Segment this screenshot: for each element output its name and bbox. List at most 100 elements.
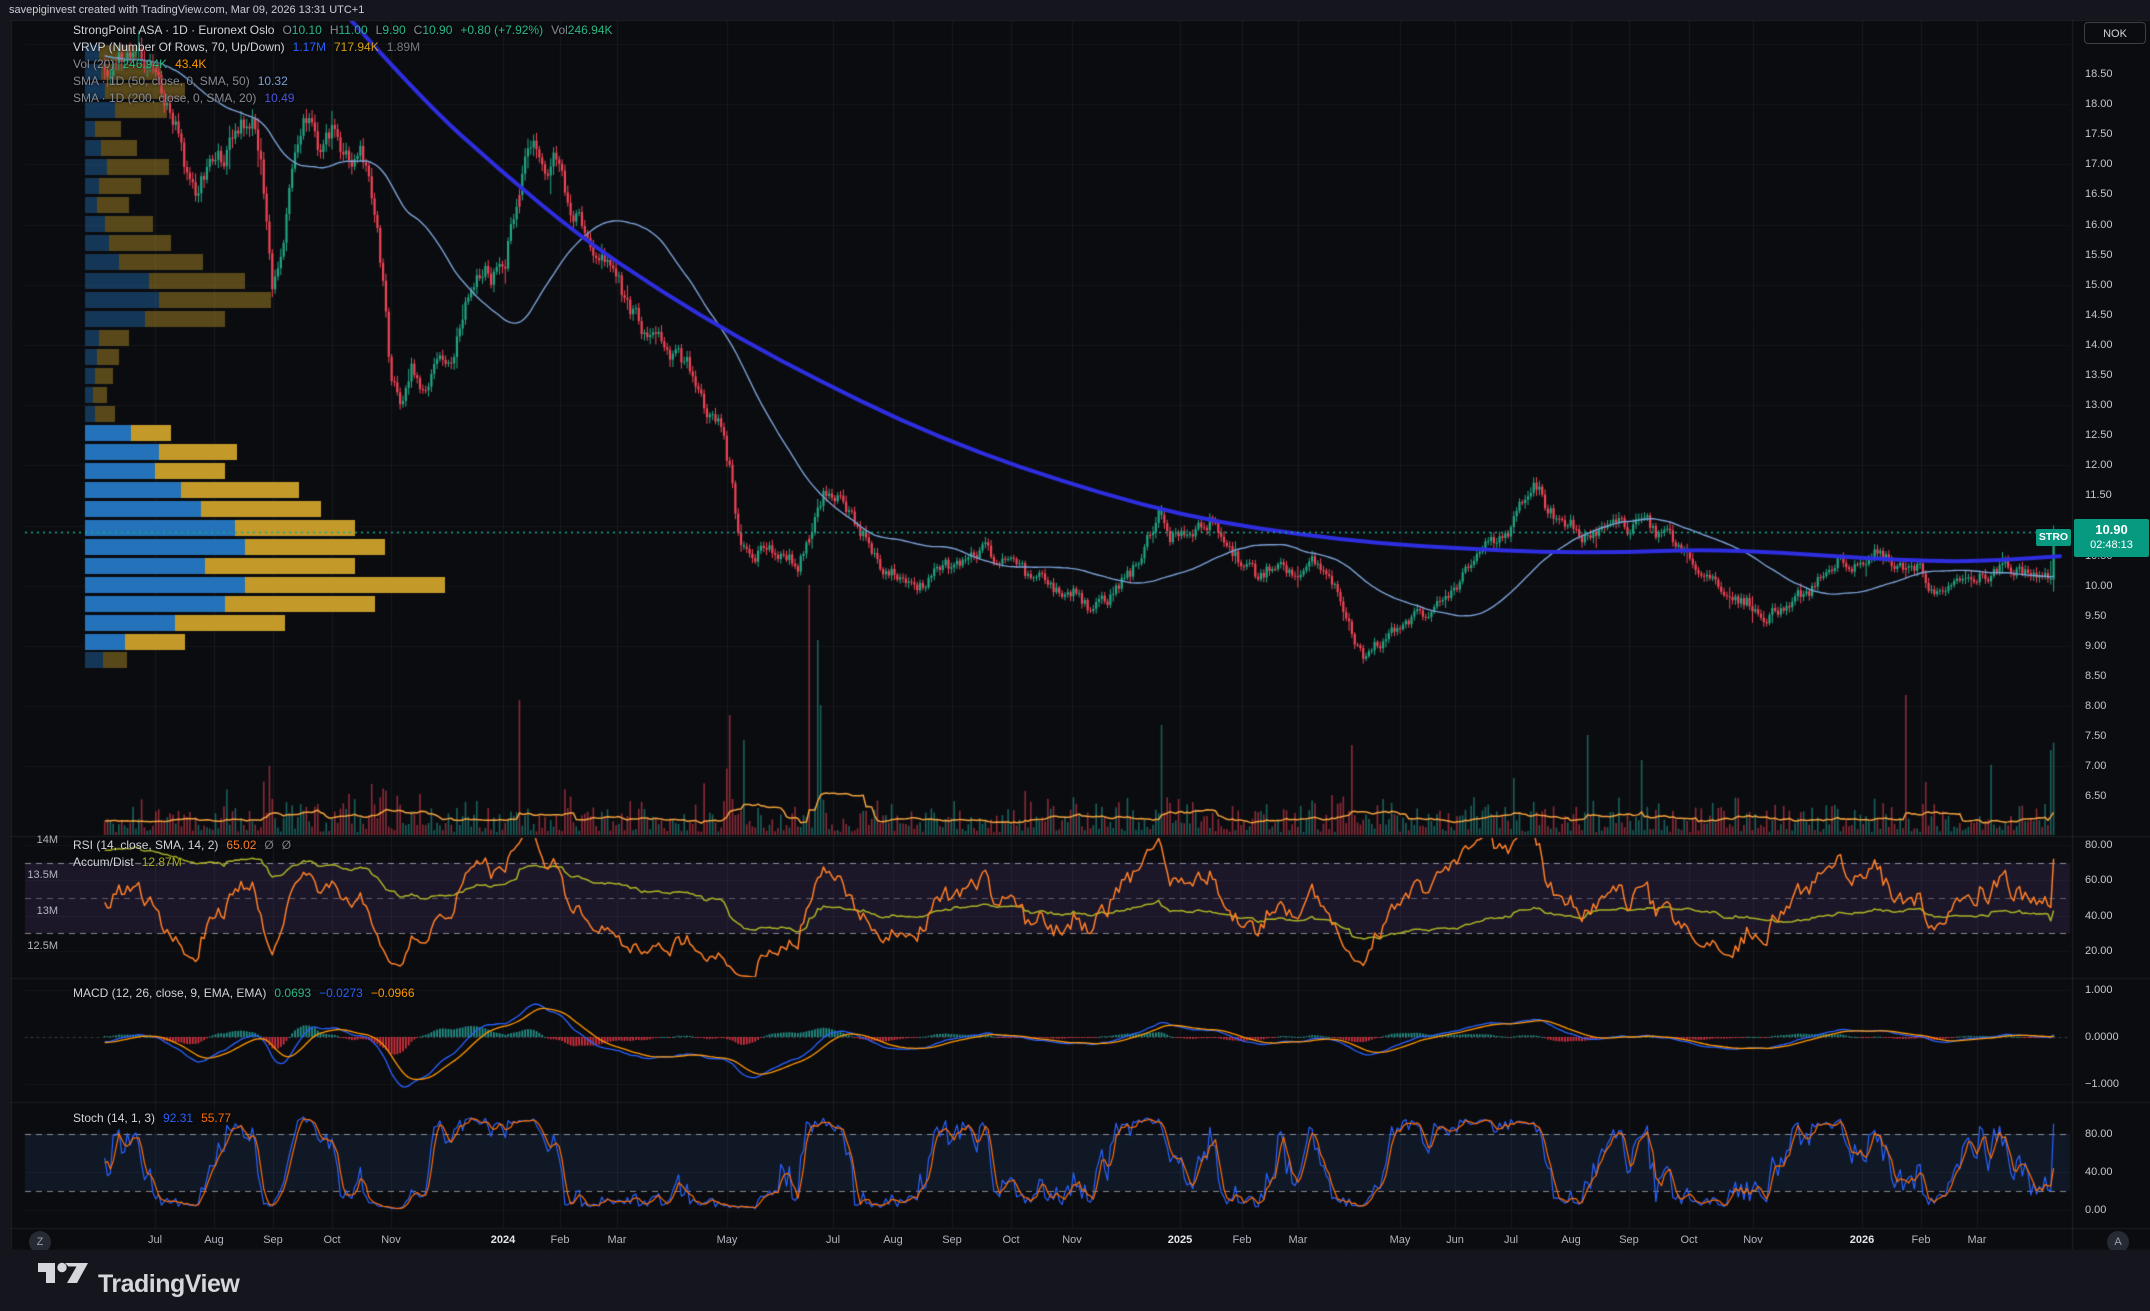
price-axis-label: 6.50 — [2085, 789, 2106, 803]
time-axis-month-label: Oct — [300, 1233, 364, 1247]
sma50-value: 10.32 — [258, 74, 288, 88]
rsi-hidden-band-2: Ø — [282, 838, 291, 852]
accum-dist-axis-label: 14M — [0, 833, 58, 847]
time-axis-month-label: Mar — [585, 1233, 649, 1247]
price-axis-label: 11.50 — [2085, 488, 2112, 502]
vrvp-total-value: 1.89M — [387, 40, 420, 54]
chart-canvas[interactable] — [0, 0, 2150, 1311]
time-axis-month-label: Oct — [979, 1233, 1043, 1247]
ohlc-close: C10.90 — [414, 23, 453, 37]
macd-axis-label: 1.000 — [2085, 983, 2113, 997]
price-axis-label: 15.50 — [2085, 248, 2113, 262]
price-axis-label: 8.50 — [2085, 669, 2106, 683]
price-axis-label: 12.50 — [2085, 428, 2113, 442]
symbol-price-marker: STRO — [2036, 529, 2071, 546]
time-axis-month-label: Oct — [1657, 1233, 1721, 1247]
time-axis-year-label: 2026 — [1830, 1233, 1894, 1247]
macd-signal-value: −0.0966 — [371, 986, 415, 1000]
price-axis-label: 8.00 — [2085, 699, 2106, 713]
price-axis-label: 9.00 — [2085, 639, 2106, 653]
time-axis-month-label: Jul — [801, 1233, 865, 1247]
time-axis-month-label: Aug — [182, 1233, 246, 1247]
attribution-text: savepiginvest created with TradingView.c… — [9, 4, 364, 16]
price-axis-label: 7.00 — [2085, 759, 2106, 773]
time-axis-month-label: Sep — [241, 1233, 305, 1247]
last-price-value: 10.90 — [2074, 522, 2149, 538]
time-axis-month-label: Sep — [920, 1233, 984, 1247]
rsi-axis-label: 20.00 — [2085, 944, 2113, 958]
volume-title: Vol (20) — [73, 57, 114, 71]
time-axis-month-label: Nov — [1040, 1233, 1104, 1247]
volume-legend[interactable]: Vol (20) 246.94K 43.4K — [73, 57, 206, 71]
time-axis-month-label: Nov — [1721, 1233, 1785, 1247]
rsi-legend[interactable]: RSI (14, close, SMA, 14, 2) 65.02 Ø Ø — [73, 838, 291, 852]
vrvp-up-value: 1.17M — [293, 40, 326, 54]
bar-countdown: 02:48:13 — [2074, 538, 2149, 552]
stoch-k-value: 92.31 — [163, 1111, 193, 1125]
price-axis-label: 9.50 — [2085, 609, 2106, 623]
volume-ma: 43.4K — [175, 57, 206, 71]
time-axis-month-label: Feb — [1889, 1233, 1953, 1247]
stoch-axis-label: 80.00 — [2085, 1127, 2113, 1141]
accum-dist-axis-label: 13M — [0, 904, 58, 918]
price-axis-label: 14.00 — [2085, 338, 2113, 352]
rsi-axis-label: 60.00 — [2085, 873, 2113, 887]
macd-axis-label: 0.0000 — [2085, 1030, 2119, 1044]
time-axis-month-label: Feb — [1210, 1233, 1274, 1247]
time-axis-month-label: Aug — [861, 1233, 925, 1247]
change-value: +0.80 (+7.92%) — [460, 23, 543, 37]
macd-legend[interactable]: MACD (12, 26, close, 9, EMA, EMA) 0.0693… — [73, 986, 415, 1000]
tradingview-logo-icon[interactable] — [37, 1258, 89, 1288]
vrvp-title: VRVP (Number Of Rows, 70, Up/Down) — [73, 40, 285, 54]
tradingview-chart-window: savepiginvest created with TradingView.c… — [0, 0, 2150, 1311]
macd-hist-value: 0.0693 — [274, 986, 311, 1000]
accum-dist-value: 12.87M — [142, 855, 182, 869]
price-axis-label: 7.50 — [2085, 729, 2106, 743]
accum-dist-axis-label: 13.5M — [0, 868, 58, 882]
ohlc-open: O10.10 — [282, 23, 321, 37]
tradingview-brand-text[interactable]: TradingView — [98, 1270, 239, 1299]
last-price-badge: 10.90 02:48:13 — [2074, 519, 2149, 557]
time-axis-month-label: Mar — [1266, 1233, 1330, 1247]
accum-dist-axis-label: 12.5M — [0, 939, 58, 953]
stoch-title: Stoch (14, 1, 3) — [73, 1111, 155, 1125]
rsi-axis-label: 40.00 — [2085, 909, 2113, 923]
accum-dist-legend[interactable]: Accum/Dist 12.87M — [73, 855, 182, 869]
price-axis-label: 16.50 — [2085, 187, 2113, 201]
price-axis-label: 17.00 — [2085, 157, 2113, 171]
stoch-axis-label: 40.00 — [2085, 1165, 2113, 1179]
vrvp-down-value: 717.94K — [334, 40, 379, 54]
sma200-title: SMA · 1D (200, close, 0, SMA, 20) — [73, 91, 256, 105]
price-axis-label: 17.50 — [2085, 127, 2113, 141]
sma200-legend[interactable]: SMA · 1D (200, close, 0, SMA, 20) 10.49 — [73, 91, 294, 105]
price-axis-label: 18.00 — [2085, 97, 2113, 111]
symbol-legend[interactable]: StrongPoint ASA · 1D · Euronext Oslo O10… — [73, 23, 613, 37]
price-axis-label: 14.50 — [2085, 308, 2113, 322]
price-axis-label: 12.00 — [2085, 458, 2113, 472]
price-axis-label: 18.50 — [2085, 67, 2113, 81]
volume-value: Vol246.94K — [551, 23, 612, 37]
time-axis-year-label: 2024 — [471, 1233, 535, 1247]
ohlc-high: H11.00 — [330, 23, 368, 37]
ohlc-low: L9.90 — [376, 23, 406, 37]
sma50-title: SMA · 1D (50, close, 0, SMA, 50) — [73, 74, 250, 88]
stoch-d-value: 55.77 — [201, 1111, 231, 1125]
price-axis-label: 16.00 — [2085, 218, 2113, 232]
time-axis-month-label: May — [695, 1233, 759, 1247]
footer-bar: TradingView — [0, 1250, 2150, 1311]
macd-line-value: −0.0273 — [319, 986, 363, 1000]
attribution-bar: savepiginvest created with TradingView.c… — [0, 0, 2150, 20]
rsi-hidden-band-1: Ø — [264, 838, 273, 852]
stoch-legend[interactable]: Stoch (14, 1, 3) 92.31 55.77 — [73, 1111, 231, 1125]
rsi-axis-label: 80.00 — [2085, 838, 2113, 852]
vrvp-legend[interactable]: VRVP (Number Of Rows, 70, Up/Down) 1.17M… — [73, 40, 420, 54]
time-axis-month-label: Jun — [1423, 1233, 1487, 1247]
time-axis-month-label: Jul — [1479, 1233, 1543, 1247]
time-axis-month-label: Aug — [1539, 1233, 1603, 1247]
sma50-legend[interactable]: SMA · 1D (50, close, 0, SMA, 50) 10.32 — [73, 74, 288, 88]
macd-axis-label: −1.000 — [2085, 1077, 2119, 1091]
time-axis-month-label: Mar — [1945, 1233, 2009, 1247]
time-axis-year-label: 2025 — [1148, 1233, 1212, 1247]
currency-toggle-button[interactable]: NOK — [2084, 22, 2146, 44]
sma200-value: 10.49 — [264, 91, 294, 105]
